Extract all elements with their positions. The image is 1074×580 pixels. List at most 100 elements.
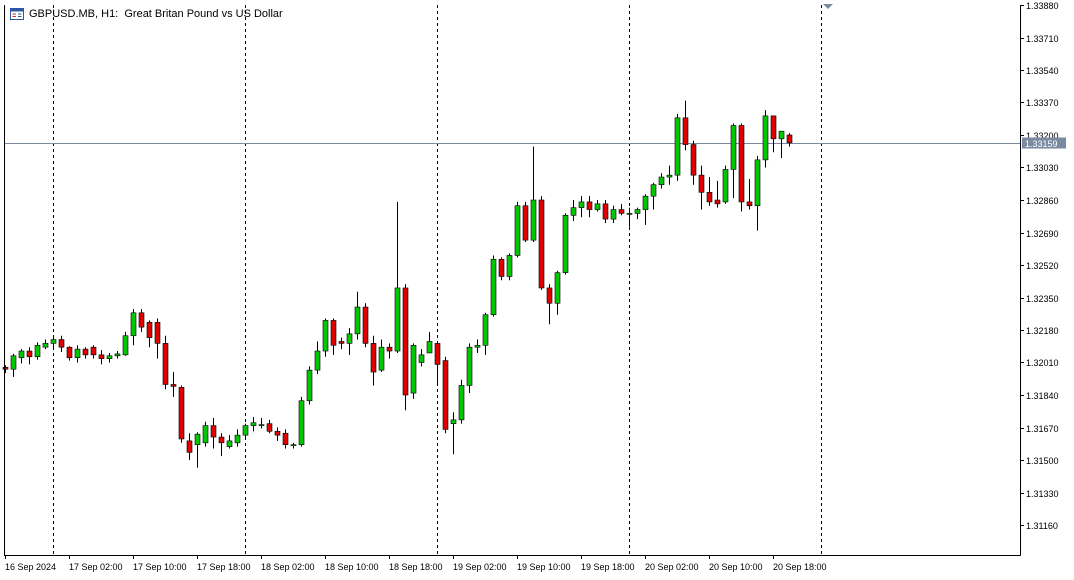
candle[interactable] [10, 353, 17, 377]
candle[interactable] [618, 203, 625, 216]
candle[interactable] [578, 196, 585, 218]
candle[interactable] [770, 115, 777, 153]
candle[interactable] [610, 205, 617, 223]
candle[interactable] [338, 337, 345, 350]
candle[interactable] [514, 201, 521, 258]
candle[interactable] [586, 196, 593, 218]
candle[interactable] [2, 365, 9, 374]
candle[interactable] [250, 416, 257, 432]
candle[interactable] [762, 110, 769, 168]
candle[interactable] [506, 253, 513, 281]
candle[interactable] [634, 207, 641, 220]
candle[interactable] [570, 200, 577, 222]
candle[interactable] [242, 423, 249, 439]
candle[interactable] [266, 419, 273, 434]
candle[interactable] [642, 194, 649, 225]
candle[interactable] [530, 146, 537, 243]
candle[interactable] [290, 442, 297, 449]
candle[interactable] [386, 343, 393, 359]
candle[interactable] [410, 343, 417, 399]
candle[interactable] [82, 347, 89, 359]
candle[interactable] [18, 349, 25, 364]
candle[interactable] [778, 130, 785, 158]
candle[interactable] [674, 113, 681, 181]
candle[interactable] [626, 207, 633, 227]
candle[interactable] [690, 140, 697, 185]
candle[interactable] [354, 291, 361, 340]
candle[interactable] [706, 177, 713, 206]
candle[interactable] [98, 350, 105, 365]
candle[interactable] [186, 433, 193, 460]
candle[interactable] [746, 178, 753, 210]
candle[interactable] [218, 433, 225, 457]
candle[interactable] [162, 335, 169, 390]
candle[interactable] [658, 173, 665, 189]
chart-shift-marker-icon[interactable] [823, 4, 833, 9]
candle[interactable] [370, 335, 377, 386]
candle[interactable] [58, 335, 65, 352]
candle[interactable] [106, 352, 113, 363]
candle[interactable] [490, 255, 497, 317]
candle[interactable] [34, 342, 41, 360]
candle[interactable] [442, 356, 449, 434]
candle[interactable] [306, 366, 313, 405]
candle[interactable] [458, 379, 465, 424]
candle[interactable] [650, 182, 657, 210]
candle[interactable] [546, 284, 553, 325]
candle[interactable] [594, 200, 601, 212]
candle[interactable] [74, 345, 81, 363]
candle[interactable] [394, 201, 401, 353]
candle[interactable] [50, 335, 57, 350]
candle[interactable] [666, 165, 673, 185]
candle[interactable] [322, 318, 329, 357]
candle[interactable] [234, 429, 241, 447]
candle[interactable] [122, 331, 129, 356]
candle[interactable] [682, 100, 689, 151]
candle[interactable] [450, 412, 457, 455]
candle[interactable] [786, 133, 793, 147]
candle[interactable] [130, 308, 137, 346]
candle[interactable] [114, 351, 121, 359]
candle[interactable] [42, 339, 49, 350]
candle[interactable] [362, 303, 369, 348]
candle[interactable] [418, 349, 425, 367]
candle[interactable] [194, 432, 201, 468]
candle[interactable] [330, 318, 337, 355]
candle[interactable] [498, 257, 505, 281]
candle[interactable] [258, 417, 265, 429]
candle[interactable] [66, 346, 73, 361]
candle[interactable] [754, 156, 761, 231]
candle[interactable] [138, 308, 145, 332]
candle[interactable] [346, 328, 353, 355]
candle[interactable] [714, 180, 721, 208]
candle[interactable] [554, 270, 561, 315]
candles[interactable] [2, 100, 793, 468]
candle[interactable] [602, 200, 609, 223]
candle[interactable] [226, 435, 233, 449]
candle[interactable] [426, 331, 433, 354]
candle[interactable] [282, 429, 289, 449]
candle[interactable] [722, 165, 729, 204]
candle[interactable] [562, 213, 569, 275]
candle[interactable] [274, 427, 281, 441]
candle[interactable] [474, 339, 481, 353]
candle[interactable] [170, 372, 177, 397]
candle[interactable] [90, 345, 97, 359]
candle[interactable] [538, 196, 545, 290]
candle[interactable] [210, 417, 217, 449]
candle[interactable] [466, 343, 473, 394]
candle[interactable] [154, 318, 161, 359]
candle[interactable] [738, 123, 745, 212]
candle[interactable] [146, 320, 153, 348]
candle[interactable] [482, 312, 489, 355]
candle[interactable] [298, 396, 305, 447]
candle[interactable] [434, 341, 441, 384]
candle[interactable] [26, 347, 33, 365]
candle[interactable] [522, 201, 529, 243]
candle[interactable] [314, 341, 321, 374]
candle[interactable] [202, 421, 209, 447]
candle[interactable] [730, 123, 737, 199]
candle[interactable] [378, 339, 385, 373]
